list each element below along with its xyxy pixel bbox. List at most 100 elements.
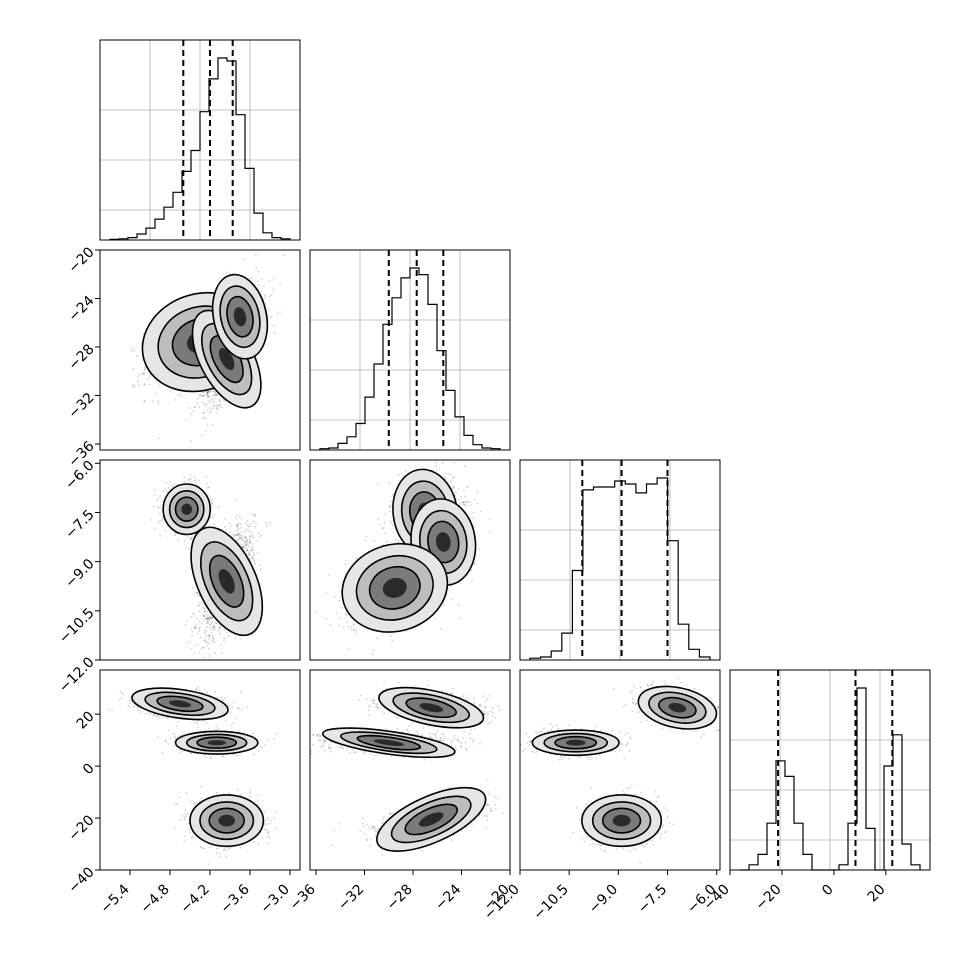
scatter-point — [259, 568, 262, 571]
scatter-point — [449, 455, 451, 457]
scatter-point — [233, 534, 235, 536]
scatter-point — [250, 549, 253, 551]
scatter-point — [213, 394, 216, 396]
scatter-point — [155, 392, 158, 395]
scatter-point — [217, 408, 220, 411]
scatter-point — [246, 539, 249, 542]
scatter-point — [254, 525, 257, 528]
scatter-point — [213, 628, 216, 630]
scatter-point — [190, 648, 193, 650]
scatter-point — [193, 652, 196, 654]
scatter-point — [217, 629, 220, 632]
scatter-point — [245, 547, 248, 550]
scatter-point — [388, 482, 390, 485]
scatter-point — [240, 523, 242, 526]
scatter-point — [248, 550, 251, 553]
scatter-point — [237, 522, 240, 524]
scatter-point — [215, 406, 218, 409]
scatter-point — [200, 622, 203, 625]
scatter-point — [242, 547, 245, 549]
panel-2-1 — [309, 455, 511, 661]
scatter-point — [260, 290, 263, 293]
scatter-point — [198, 626, 201, 629]
scatter-point — [233, 536, 236, 538]
scatter-point — [169, 390, 172, 393]
scatter-point — [195, 644, 198, 647]
scatter-point — [210, 632, 213, 634]
scatter-point — [183, 476, 186, 478]
scatter-point — [248, 541, 251, 544]
scatter-point — [237, 524, 240, 527]
scatter-point — [209, 499, 212, 502]
scatter-point — [132, 367, 134, 370]
scatter-point — [214, 391, 217, 394]
scatter-point — [261, 278, 263, 281]
density-contour — [218, 348, 235, 371]
scatter-point — [209, 627, 212, 630]
scatter-point — [264, 303, 267, 305]
scatter-point — [216, 412, 218, 414]
scatter-point — [201, 391, 204, 394]
scatter-point — [223, 518, 226, 520]
scatter-point — [219, 403, 222, 406]
scatter-point — [195, 624, 198, 626]
scatter-point — [251, 536, 254, 539]
scatter-point — [198, 630, 200, 633]
scatter-point — [141, 359, 144, 361]
scatter-point — [207, 617, 210, 620]
scatter-point — [208, 634, 211, 637]
scatter-point — [191, 536, 194, 539]
scatter-point — [213, 626, 216, 629]
scatter-point — [238, 536, 241, 539]
scatter-point — [244, 536, 247, 538]
scatter-point — [205, 617, 208, 620]
scatter-point — [173, 483, 176, 486]
scatter-point — [240, 537, 243, 540]
scatter-point — [143, 367, 146, 370]
scatter-point — [207, 486, 210, 488]
scatter-point — [203, 402, 206, 405]
scatter-point — [254, 561, 256, 564]
scatter-point — [219, 400, 221, 403]
scatter-point — [256, 551, 259, 554]
scatter-point — [270, 294, 273, 297]
scatter-point — [208, 618, 211, 620]
scatter-point — [246, 549, 248, 552]
scatter-point — [207, 391, 210, 394]
scatter-point — [198, 610, 201, 613]
scatter-point — [213, 641, 216, 644]
scatter-point — [198, 620, 201, 623]
scatter-point — [251, 557, 254, 559]
scatter-point — [157, 521, 159, 524]
scatter-point — [206, 645, 209, 648]
scatter-point — [203, 610, 206, 613]
scatter-point — [216, 407, 218, 410]
scatter-point — [252, 552, 255, 554]
scatter-point — [206, 403, 209, 405]
scatter-point — [186, 619, 189, 622]
scatter-point — [210, 617, 213, 620]
scatter-point — [193, 613, 196, 616]
scatter-point — [218, 623, 221, 626]
scatter-point — [242, 544, 245, 547]
scatter-point — [203, 639, 206, 642]
scatter-point — [397, 473, 400, 476]
scatter-point — [194, 627, 197, 630]
scatter-point — [249, 278, 252, 280]
scatter-point — [208, 642, 211, 644]
scatter-point — [251, 534, 254, 536]
scatter-point — [254, 513, 256, 516]
scatter-point — [249, 542, 252, 545]
scatter-point — [152, 505, 155, 508]
scatter-point — [239, 535, 242, 537]
scatter-point — [206, 626, 209, 629]
scatter-point — [264, 296, 266, 299]
scatter-point — [206, 486, 209, 489]
scatter-point — [191, 663, 193, 665]
scatter-point — [195, 482, 198, 484]
scatter-point — [197, 604, 200, 607]
scatter-point — [188, 407, 191, 409]
scatter-point — [144, 383, 146, 385]
scatter-point — [236, 524, 238, 527]
scatter-point — [207, 661, 209, 663]
